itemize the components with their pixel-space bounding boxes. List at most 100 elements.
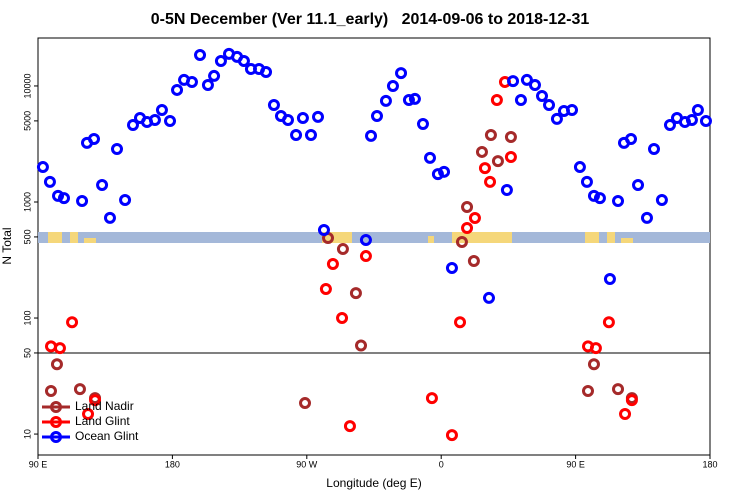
x-tick-label: 90 W (296, 459, 318, 469)
data-point (185, 75, 198, 88)
data-point (467, 255, 480, 268)
data-point (359, 234, 372, 247)
data-point (632, 179, 645, 192)
y-tick-label: 10000 (22, 73, 32, 98)
data-point (171, 83, 184, 96)
x-tick-label: 90 E (566, 459, 585, 469)
land-ocean-strip (38, 232, 710, 243)
land-patch (585, 232, 599, 243)
data-point (484, 128, 497, 141)
data-point (587, 189, 600, 202)
data-point (461, 200, 474, 213)
y-tick-label: 100 (22, 311, 32, 326)
data-point (365, 129, 378, 142)
data-point (445, 429, 458, 442)
land-patch (322, 232, 352, 243)
data-point (504, 151, 517, 164)
legend-marker (50, 416, 62, 428)
data-point (73, 383, 86, 396)
land-patch (48, 232, 62, 243)
data-point (214, 55, 227, 68)
data-point (52, 189, 65, 202)
data-point (379, 94, 392, 107)
plot-frame (37, 37, 711, 456)
data-point (593, 192, 606, 205)
data-point (336, 243, 349, 256)
data-point (612, 383, 625, 396)
data-point (566, 103, 579, 116)
y-tick-label: 10 (22, 429, 32, 439)
data-point (655, 194, 668, 207)
data-point (194, 48, 207, 61)
data-point (573, 161, 586, 174)
data-point (482, 291, 495, 304)
data-point (36, 161, 49, 174)
x-tick-label: 180 (702, 459, 717, 469)
land-patch (621, 238, 633, 243)
y-tick-label: 500 (22, 229, 32, 244)
data-point (603, 272, 616, 285)
data-point (445, 261, 458, 274)
data-point (319, 282, 332, 295)
data-point (520, 73, 533, 86)
y-tick-label: 5000 (22, 111, 32, 131)
data-point (475, 145, 488, 158)
data-point (164, 114, 177, 127)
data-point (416, 118, 429, 131)
data-point (528, 78, 541, 91)
data-point (336, 312, 349, 325)
data-point (581, 385, 594, 398)
land-patch (84, 238, 96, 243)
data-point (455, 236, 468, 249)
data-point (699, 114, 712, 127)
legend-marker (50, 431, 62, 443)
data-point (602, 316, 615, 329)
data-point (304, 128, 317, 141)
data-point (89, 394, 102, 407)
data-point (50, 358, 63, 371)
data-point (299, 397, 312, 410)
legend-label: Land Glint (75, 414, 130, 428)
data-point (296, 111, 309, 124)
data-point (580, 175, 593, 188)
data-point (490, 93, 503, 106)
data-point (536, 89, 548, 102)
data-point (267, 98, 280, 111)
data-point (425, 392, 438, 405)
data-point (424, 151, 436, 164)
data-point (478, 162, 491, 175)
data-point (88, 133, 100, 146)
data-point (57, 192, 70, 205)
data-point (349, 287, 362, 300)
data-point (500, 183, 513, 196)
data-point (663, 118, 676, 131)
data-point (402, 93, 415, 106)
data-point (370, 109, 383, 122)
data-point (126, 118, 139, 131)
chart-title: 0-5N December (Ver 11.1_early) 2014-09-0… (151, 11, 590, 28)
data-point (155, 103, 168, 116)
data-point (589, 342, 602, 355)
data-point (507, 75, 520, 88)
land-patch (70, 232, 78, 243)
legend-marker (50, 401, 62, 413)
data-point (82, 407, 95, 420)
x-tick-label: 180 (165, 459, 180, 469)
x-axis-label: Longitude (deg E) (326, 476, 421, 490)
land-patch (607, 232, 615, 243)
data-point (550, 112, 563, 125)
legend-label: Land Nadir (75, 399, 134, 413)
data-point (461, 221, 474, 234)
data-point (386, 79, 399, 92)
data-point (454, 316, 467, 329)
data-point (148, 113, 161, 126)
data-point (504, 131, 517, 144)
data-point (648, 143, 660, 156)
ocean-strip (38, 232, 710, 243)
data-point (431, 168, 444, 181)
data-point (395, 67, 408, 80)
land-patch (452, 232, 512, 243)
data-point (484, 175, 497, 188)
data-point (619, 407, 632, 420)
